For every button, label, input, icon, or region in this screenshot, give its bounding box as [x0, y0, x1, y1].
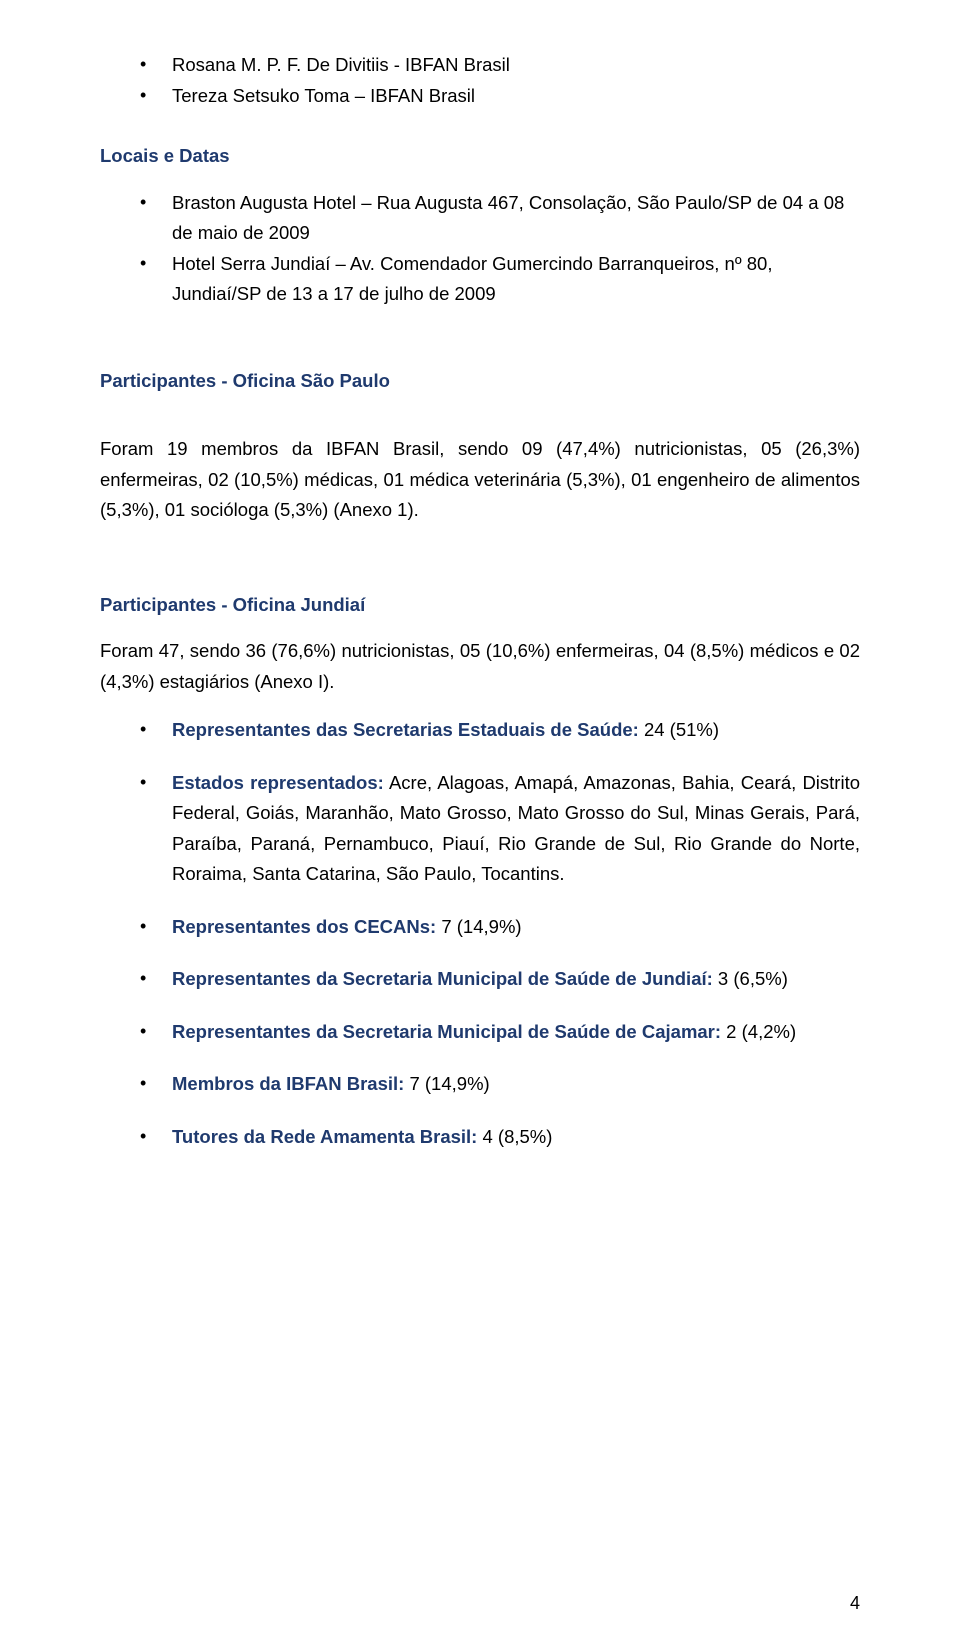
paragraph-participantes-jundiai: Foram 47, sendo 36 (76,6%) nutricionista… — [100, 636, 860, 697]
item-rest: 24 (51%) — [639, 719, 719, 740]
locais-datas-list: Braston Augusta Hotel – Rua Augusta 467,… — [100, 188, 860, 310]
heading-participantes-sp: Participantes - Oficina São Paulo — [100, 366, 860, 397]
document-page: Rosana M. P. F. De Divitiis - IBFAN Bras… — [0, 0, 960, 1647]
item-label: Representantes dos CECANs: — [172, 916, 436, 937]
item-label: Estados representados: — [172, 772, 384, 793]
list-item: Estados representados: Acre, Alagoas, Am… — [140, 768, 860, 890]
item-label: Tutores da Rede Amamenta Brasil: — [172, 1126, 477, 1147]
item-rest: 7 (14,9%) — [436, 916, 521, 937]
list-item: Representantes da Secretaria Municipal d… — [140, 1017, 860, 1048]
author-name: Rosana M. P. F. De Divitiis - IBFAN Bras… — [172, 54, 510, 75]
list-item: Tutores da Rede Amamenta Brasil: 4 (8,5%… — [140, 1122, 860, 1153]
list-item: Representantes da Secretaria Municipal d… — [140, 964, 860, 995]
top-author-list: Rosana M. P. F. De Divitiis - IBFAN Bras… — [100, 50, 860, 111]
list-item: Representantes dos CECANs: 7 (14,9%) — [140, 912, 860, 943]
list-text: Braston Augusta Hotel – Rua Augusta 467,… — [172, 192, 844, 244]
list-item: Representantes das Secretarias Estaduais… — [140, 715, 860, 746]
item-label: Representantes da Secretaria Municipal d… — [172, 1021, 721, 1042]
item-label: Representantes da Secretaria Municipal d… — [172, 968, 713, 989]
item-rest: 3 (6,5%) — [713, 968, 788, 989]
item-rest: 4 (8,5%) — [477, 1126, 552, 1147]
list-item: Hotel Serra Jundiaí – Av. Comendador Gum… — [140, 249, 860, 310]
author-name: Tereza Setsuko Toma – IBFAN Brasil — [172, 85, 475, 106]
list-item: Membros da IBFAN Brasil: 7 (14,9%) — [140, 1069, 860, 1100]
jundiai-breakdown-list: Representantes das Secretarias Estaduais… — [100, 715, 860, 1152]
list-item: Tereza Setsuko Toma – IBFAN Brasil — [140, 81, 860, 112]
list-item: Rosana M. P. F. De Divitiis - IBFAN Bras… — [140, 50, 860, 81]
list-item: Braston Augusta Hotel – Rua Augusta 467,… — [140, 188, 860, 249]
item-rest: 7 (14,9%) — [404, 1073, 489, 1094]
spacer — [100, 412, 860, 422]
heading-locais-datas: Locais e Datas — [100, 141, 860, 172]
item-label: Membros da IBFAN Brasil: — [172, 1073, 404, 1094]
item-rest: 2 (4,2%) — [721, 1021, 796, 1042]
heading-participantes-jundiai: Participantes - Oficina Jundiaí — [100, 590, 860, 621]
paragraph-participantes-sp: Foram 19 membros da IBFAN Brasil, sendo … — [100, 434, 860, 526]
spacer — [100, 310, 860, 336]
page-number: 4 — [850, 1589, 860, 1619]
item-label: Representantes das Secretarias Estaduais… — [172, 719, 639, 740]
list-text: Hotel Serra Jundiaí – Av. Comendador Gum… — [172, 253, 772, 305]
spacer — [100, 544, 860, 560]
